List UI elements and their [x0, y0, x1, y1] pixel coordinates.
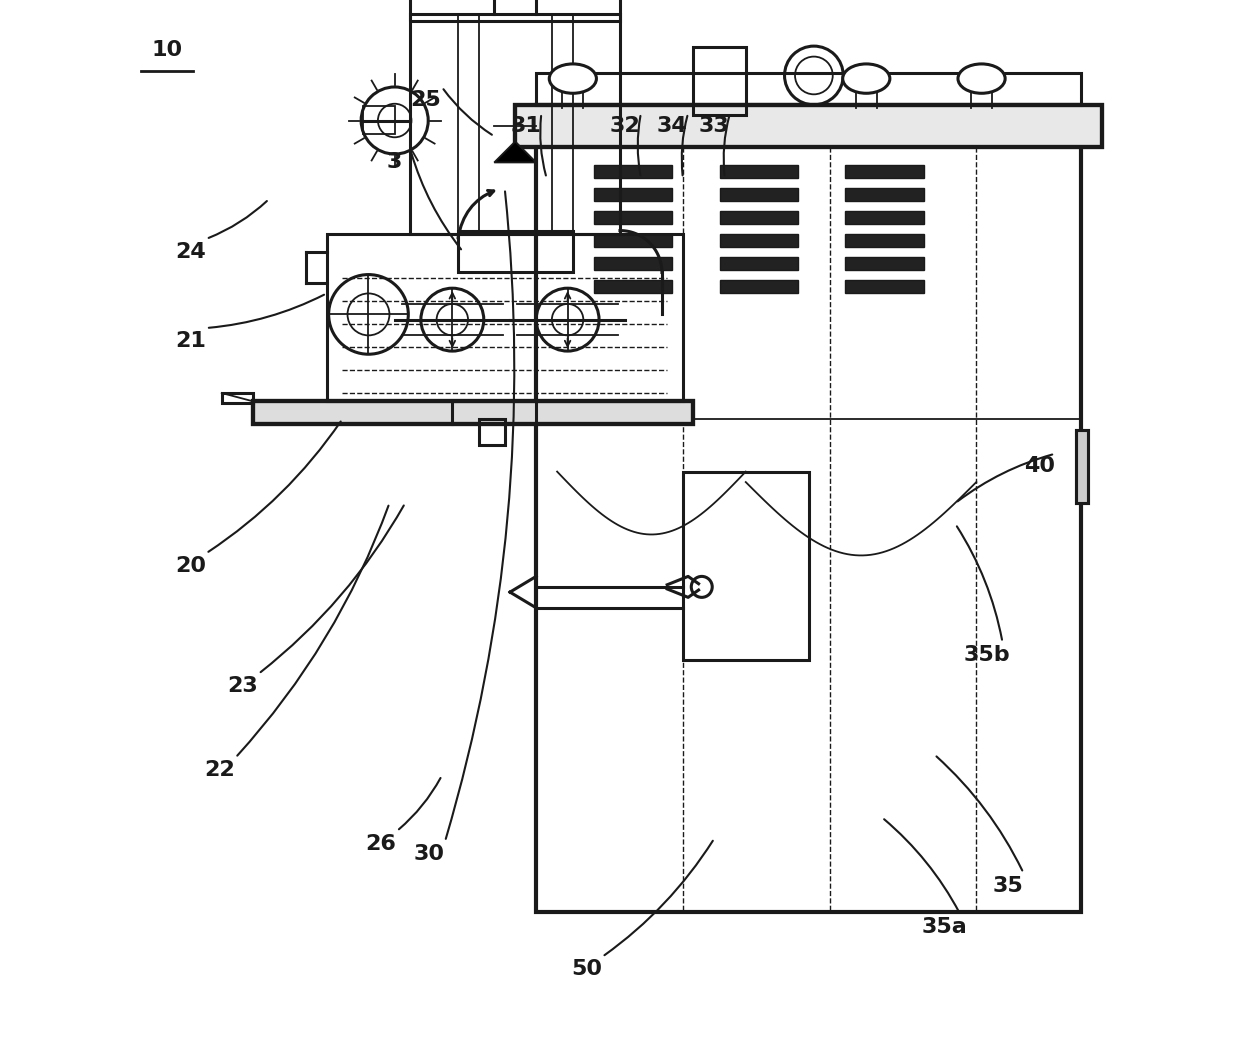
Bar: [536, 73, 1081, 105]
Bar: [846, 211, 924, 224]
Bar: [253, 401, 693, 424]
Text: 35: 35: [992, 875, 1023, 896]
Bar: [594, 165, 672, 178]
Text: 10: 10: [151, 40, 182, 61]
Ellipse shape: [843, 64, 890, 93]
Bar: [1076, 430, 1089, 503]
Text: 35b: 35b: [963, 645, 1011, 665]
Bar: [363, 106, 394, 134]
Text: 31: 31: [510, 115, 541, 136]
Bar: [719, 257, 799, 270]
Text: 30: 30: [414, 844, 445, 865]
Text: 33: 33: [699, 115, 729, 136]
Text: 34: 34: [657, 115, 688, 136]
Text: 3: 3: [387, 152, 402, 173]
Bar: [410, 0, 620, 21]
Text: 22: 22: [205, 760, 236, 781]
Bar: [515, 105, 1102, 147]
Text: 21: 21: [175, 330, 206, 351]
Bar: [719, 211, 799, 224]
Bar: [719, 188, 799, 201]
Ellipse shape: [549, 64, 596, 93]
Bar: [846, 234, 924, 247]
Text: 26: 26: [366, 833, 397, 854]
Text: 40: 40: [1024, 456, 1055, 477]
Bar: [222, 393, 253, 403]
Text: 20: 20: [175, 555, 206, 576]
Bar: [719, 234, 799, 247]
Bar: [326, 234, 683, 401]
Text: 32: 32: [610, 115, 641, 136]
Bar: [846, 257, 924, 270]
Text: 24: 24: [175, 241, 206, 262]
Bar: [846, 280, 924, 293]
Bar: [846, 165, 924, 178]
Ellipse shape: [959, 64, 1006, 93]
Bar: [683, 472, 808, 660]
Bar: [253, 401, 693, 424]
Bar: [479, 419, 505, 445]
Bar: [594, 257, 672, 270]
Bar: [536, 105, 1081, 912]
Bar: [693, 47, 745, 115]
Text: 25: 25: [410, 89, 441, 110]
Text: 35a: 35a: [923, 917, 967, 938]
Bar: [719, 165, 799, 178]
Bar: [594, 280, 672, 293]
Bar: [846, 188, 924, 201]
Bar: [594, 211, 672, 224]
Bar: [594, 234, 672, 247]
Bar: [1076, 430, 1089, 503]
Bar: [515, 105, 1102, 147]
Bar: [719, 280, 799, 293]
Bar: [458, 231, 573, 272]
Text: 50: 50: [570, 959, 601, 980]
Polygon shape: [495, 141, 536, 162]
Bar: [410, 14, 620, 234]
Text: 23: 23: [227, 676, 258, 697]
Bar: [594, 188, 672, 201]
